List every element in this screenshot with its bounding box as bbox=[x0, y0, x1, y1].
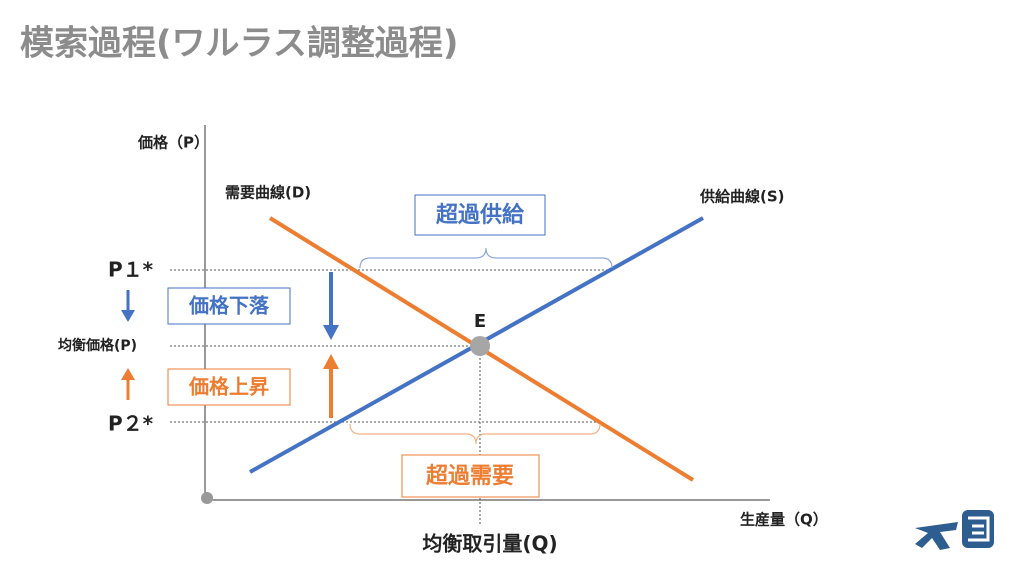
price-label: 均衡価格(P) bbox=[58, 337, 137, 354]
quantity-label: 均衡取引量(Q) bbox=[422, 532, 557, 556]
box-label: 価格下落 bbox=[188, 294, 270, 318]
x-axis-label: 生産量（Q） bbox=[740, 511, 828, 529]
demand-label: 需要曲線(D) bbox=[225, 184, 311, 202]
title: 模索過程(ワルラス調整過程) bbox=[20, 24, 458, 64]
box-label: 超過需要 bbox=[426, 463, 514, 489]
box bbox=[167, 368, 291, 406]
y-axis-label: 価格（P） bbox=[137, 134, 209, 152]
logo bbox=[915, 510, 994, 550]
brace bbox=[349, 423, 601, 445]
arrow bbox=[121, 310, 135, 322]
box bbox=[414, 194, 546, 236]
supply-label: 供給曲線(S) bbox=[699, 188, 785, 206]
price-label: P１* bbox=[108, 258, 154, 282]
arrow bbox=[121, 368, 135, 380]
brace bbox=[359, 247, 613, 269]
price-label: P２* bbox=[108, 412, 154, 436]
box bbox=[401, 454, 540, 498]
origin bbox=[201, 492, 213, 504]
arrow bbox=[323, 354, 339, 369]
box-label: 超過供給 bbox=[436, 202, 525, 228]
equilibrium-point bbox=[470, 336, 490, 356]
point-label: E bbox=[474, 311, 486, 332]
box-label: 価格上昇 bbox=[188, 375, 269, 399]
box bbox=[167, 287, 291, 325]
arrow bbox=[323, 325, 339, 340]
